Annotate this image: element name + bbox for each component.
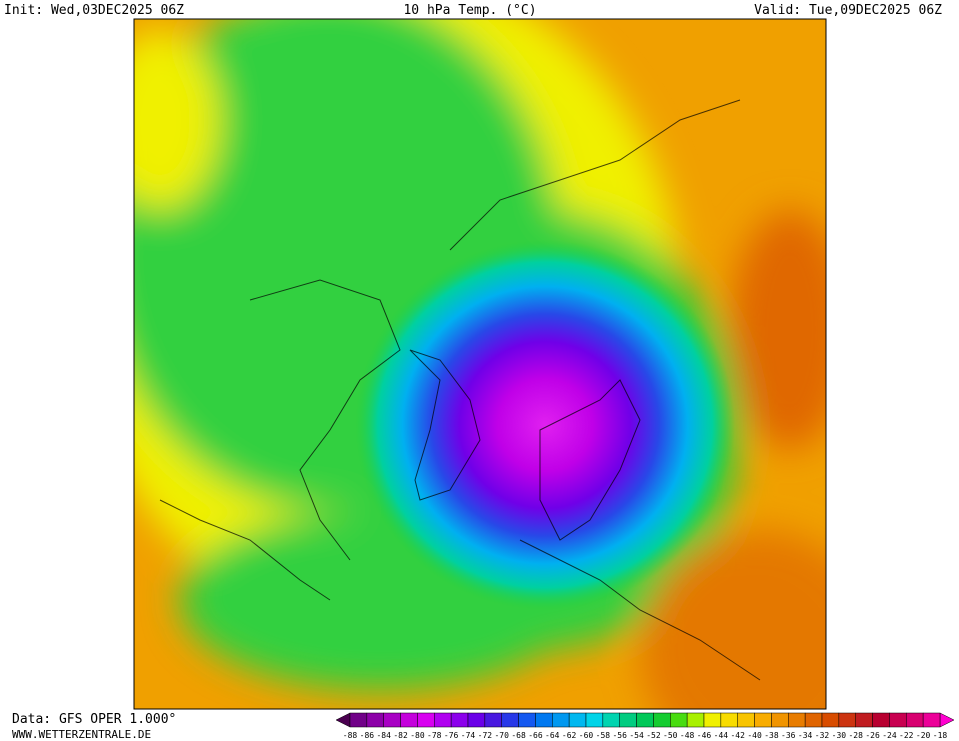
colorbar-tick-label: -78	[427, 731, 442, 740]
colorbar-swatch	[366, 712, 384, 728]
colorbar-swatch	[602, 712, 620, 728]
colorbar-swatch	[821, 712, 840, 728]
colorbar-tick-label: -80	[410, 731, 425, 740]
colorbar-swatch	[383, 712, 401, 728]
colorbar-swatch	[619, 712, 637, 728]
colorbar-swatch	[804, 712, 823, 728]
colorbar-tick-label: -72	[478, 731, 493, 740]
colorbar-tick-label: -52	[646, 731, 661, 740]
colorbar-tick-label: -70	[494, 731, 509, 740]
colorbar-tick-label: -48	[680, 731, 695, 740]
colorbar-tick-label: -46	[697, 731, 712, 740]
colorbar-tick-label: -32	[815, 731, 830, 740]
colorbar-swatch	[400, 712, 418, 728]
colorbar-swatch	[552, 712, 570, 728]
colorbar-arrow	[939, 712, 955, 728]
map-title: 10 hPa Temp. (°C)	[403, 3, 536, 18]
colorbar-arrow	[335, 712, 351, 728]
colorbar-tick-label: -86	[360, 731, 375, 740]
colorbar-swatch	[720, 712, 738, 728]
colorbar-tick-label: -30	[832, 731, 847, 740]
map	[134, 19, 826, 709]
colorbar-tick-label: -22	[899, 731, 914, 740]
colorbar-tick-label: -82	[393, 731, 408, 740]
colorbar-tick-label: -34	[798, 731, 813, 740]
colorbar-swatch	[535, 712, 553, 728]
colorbar-tick-label: -44	[714, 731, 729, 740]
init-label: Init: Wed,03DEC2025 06Z	[4, 3, 184, 18]
colorbar-swatch	[872, 712, 890, 728]
valid-label: Valid: Tue,09DEC2025 06Z	[754, 3, 942, 18]
colorbar-swatch	[349, 712, 368, 728]
colorbar-tick-label: -74	[461, 731, 476, 740]
colorbar-swatch	[636, 712, 654, 728]
colorbar-swatch	[417, 712, 435, 728]
colorbar-swatch	[855, 712, 873, 728]
colorbar-tick-label: -36	[781, 731, 796, 740]
colorbar-tick-label: -26	[865, 731, 880, 740]
colorbar-tick-label: -56	[612, 731, 627, 740]
map-frame	[133, 18, 827, 710]
colorbar: -88 -86 -84 -82 -80 -78 -76 -74 -72 -70 -68 -66 -64-…	[335, 712, 955, 740]
colorbar-swatch	[686, 712, 705, 728]
colorbar-swatch	[670, 712, 688, 728]
colorbar-tick-label: -68	[511, 731, 526, 740]
colorbar-tick-label: -24	[882, 731, 897, 740]
colorbar-tick-label: -50	[663, 731, 678, 740]
colorbar-swatch	[501, 712, 519, 728]
colorbar-swatch	[889, 712, 907, 728]
colorbar-tick-label: -64	[545, 731, 560, 740]
colorbar-tick-label: -28	[848, 731, 863, 740]
colorbar-tick-label: -62	[562, 731, 577, 740]
colorbar-swatch	[788, 712, 806, 728]
colorbar-swatch	[737, 712, 755, 728]
colorbar-tick-label: -76	[444, 731, 459, 740]
colorbar-swatch	[653, 712, 671, 728]
colorbar-tick-label: -88	[343, 731, 358, 740]
colorbar-tick-label: -18	[933, 731, 948, 740]
colorbar-swatch	[754, 712, 772, 728]
colorbar-swatch	[906, 712, 924, 728]
colorbar-swatch	[771, 712, 789, 728]
data-source: Data: GFS OPER 1.000°	[12, 712, 176, 727]
colorbar-swatch	[703, 712, 722, 728]
colorbar-swatch	[922, 712, 941, 728]
colorbar-tick-label: -42	[730, 731, 745, 740]
colorbar-swatch	[467, 712, 486, 728]
colorbar-swatch	[434, 712, 452, 728]
site-url: WWW.WETTERZENTRALE.DE	[12, 728, 151, 741]
colorbar-swatch	[585, 712, 604, 728]
colorbar-swatch	[568, 712, 587, 728]
colorbar-swatch	[484, 712, 502, 728]
colorbar-tick-label: -54	[629, 731, 644, 740]
colorbar-tick-label: -20	[916, 731, 931, 740]
colorbar-tick-label: -40	[747, 731, 762, 740]
colorbar-tick-label: -60	[579, 731, 594, 740]
colorbar-swatch	[518, 712, 536, 728]
colorbar-swatch	[450, 712, 469, 728]
colorbar-swatch	[838, 712, 856, 728]
colorbar-tick-label: -38	[764, 731, 779, 740]
colorbar-tick-label: -58	[596, 731, 611, 740]
colorbar-tick-label: -66	[528, 731, 543, 740]
colorbar-tick-label: -84	[376, 731, 391, 740]
